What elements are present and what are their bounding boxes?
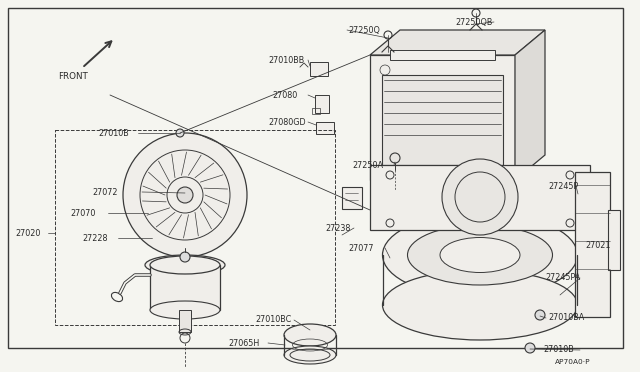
- Text: 27228: 27228: [82, 234, 108, 243]
- Text: 27080: 27080: [272, 90, 297, 99]
- Ellipse shape: [284, 324, 336, 346]
- Text: 27010B: 27010B: [98, 128, 129, 138]
- Bar: [608, 210, 620, 270]
- Ellipse shape: [408, 225, 552, 285]
- Ellipse shape: [284, 346, 336, 364]
- Text: 27077: 27077: [348, 244, 374, 253]
- Polygon shape: [515, 30, 545, 180]
- Text: 27010B: 27010B: [543, 346, 573, 355]
- Bar: [382, 75, 503, 165]
- Text: 27080GD: 27080GD: [268, 118, 306, 126]
- Circle shape: [442, 159, 518, 235]
- Ellipse shape: [145, 255, 225, 275]
- Text: 27070: 27070: [70, 208, 95, 218]
- Text: FRONT: FRONT: [58, 72, 88, 81]
- Text: 27245P: 27245P: [548, 182, 579, 190]
- Text: 27238: 27238: [325, 224, 350, 232]
- Circle shape: [176, 129, 184, 137]
- Circle shape: [177, 187, 193, 203]
- Text: 27072: 27072: [92, 187, 118, 196]
- Bar: [179, 310, 191, 332]
- Bar: [150, 265, 220, 310]
- Text: 27065H: 27065H: [228, 339, 259, 347]
- Bar: [370, 165, 590, 230]
- Ellipse shape: [150, 256, 220, 274]
- Bar: [312, 108, 320, 114]
- Bar: [390, 50, 495, 60]
- Text: 27020: 27020: [15, 228, 40, 237]
- Text: AP70A0·P: AP70A0·P: [555, 359, 591, 365]
- Bar: [55, 130, 335, 325]
- Text: 27010BB: 27010BB: [268, 55, 304, 64]
- Text: 27010BC: 27010BC: [255, 315, 291, 324]
- Polygon shape: [370, 30, 545, 55]
- Bar: [342, 187, 362, 209]
- Circle shape: [535, 310, 545, 320]
- Bar: [315, 95, 329, 113]
- Circle shape: [123, 133, 247, 257]
- Bar: [575, 172, 610, 317]
- Ellipse shape: [383, 212, 577, 298]
- Text: 27021: 27021: [585, 241, 611, 250]
- Circle shape: [180, 252, 190, 262]
- Bar: [370, 55, 515, 180]
- Ellipse shape: [440, 237, 520, 273]
- Text: 27010BA: 27010BA: [548, 314, 584, 323]
- Text: 27250Q: 27250Q: [348, 26, 380, 35]
- Bar: [316, 122, 334, 134]
- Ellipse shape: [150, 301, 220, 319]
- Ellipse shape: [383, 270, 577, 340]
- Text: 27250QB: 27250QB: [455, 17, 492, 26]
- Text: 27245PA: 27245PA: [545, 273, 580, 282]
- Circle shape: [525, 343, 535, 353]
- Bar: [310, 62, 328, 76]
- Text: 27250A: 27250A: [352, 160, 383, 170]
